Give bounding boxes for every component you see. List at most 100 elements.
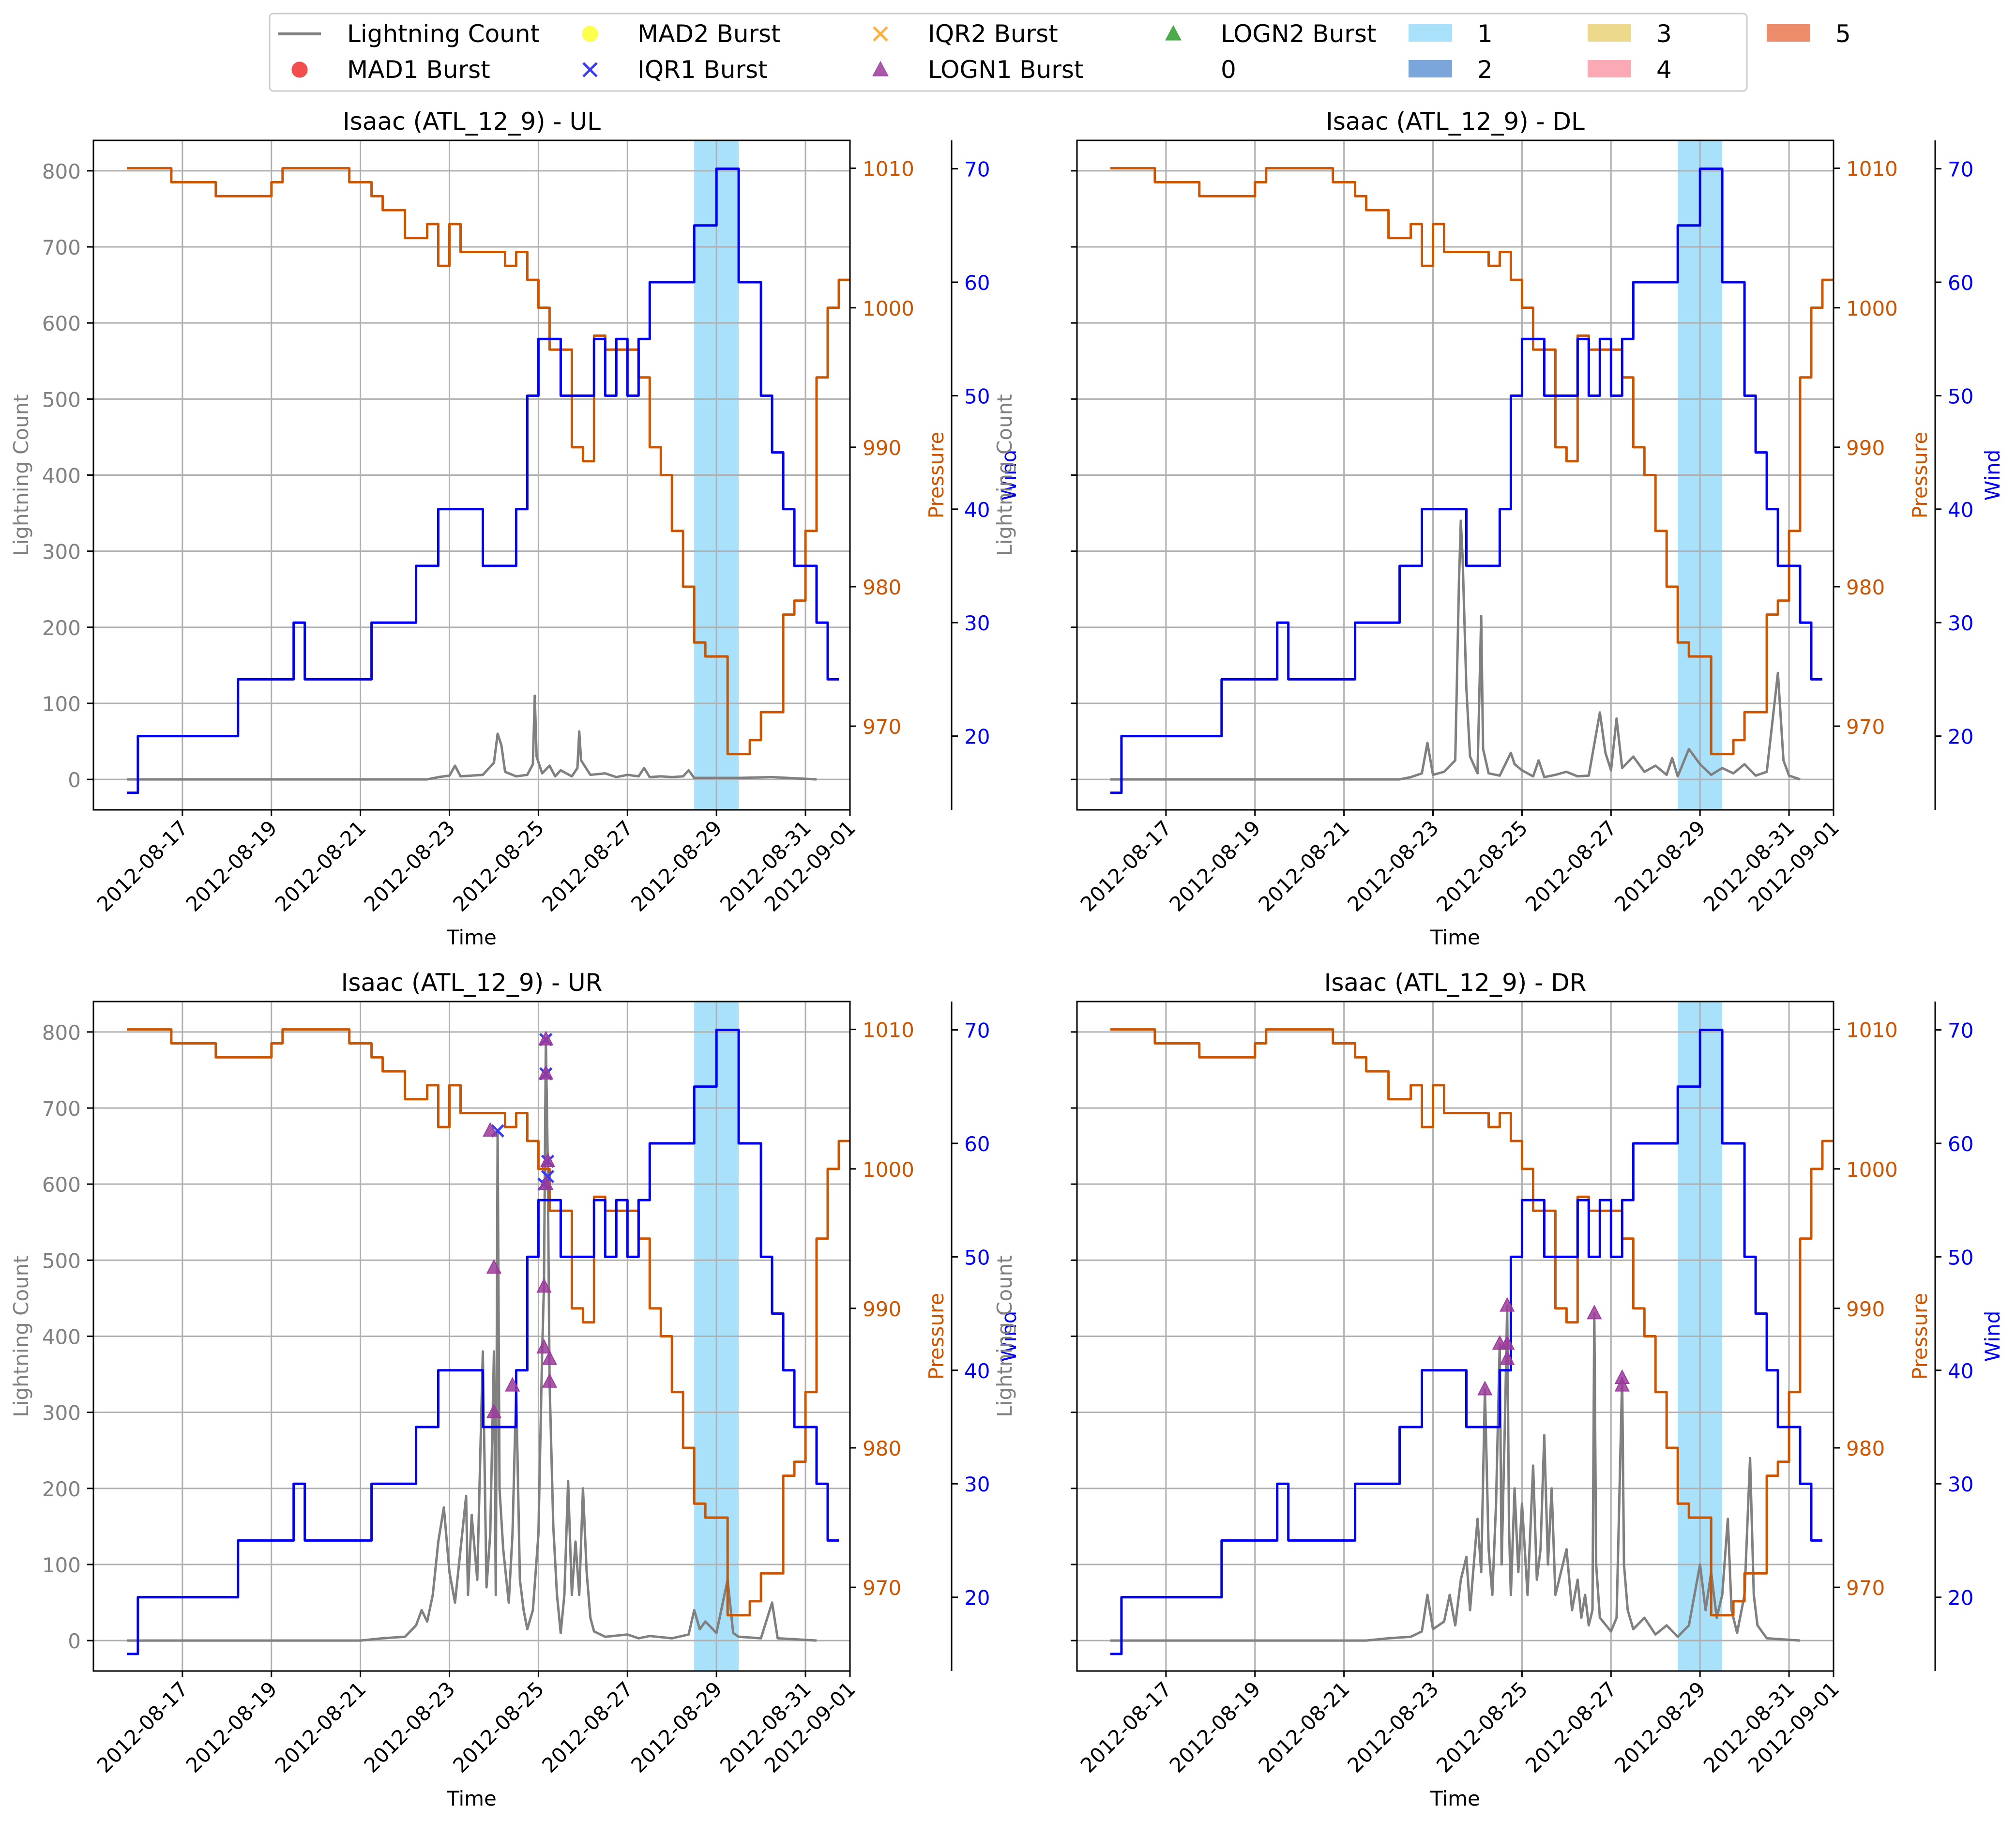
legend-triangle-swatch — [872, 61, 889, 76]
pressure-tick-label: 980 — [1846, 1437, 1885, 1460]
logn1-burst-marker — [1587, 1305, 1602, 1320]
wind-tick-label: 60 — [1948, 1132, 1973, 1156]
pressure-tick-label: 990 — [1846, 436, 1885, 460]
pressure-axis-label: Pressure — [925, 432, 948, 518]
pressure-tick-label: 980 — [863, 576, 901, 599]
pressure-tick-label: 980 — [1846, 576, 1885, 599]
y-tick-label: 400 — [42, 464, 81, 488]
legend-label: 3 — [1656, 20, 1672, 48]
logn1-burst-marker — [1500, 1350, 1515, 1365]
x-axis-label: Time — [446, 1787, 497, 1810]
legend-item-2: 2 — [1409, 56, 1493, 84]
y-tick-label: 600 — [42, 1173, 81, 1197]
legend-label: MAD1 Burst — [347, 56, 490, 84]
pressure-tick-label: 980 — [863, 1437, 901, 1460]
logn1-burst-marker — [540, 1152, 556, 1168]
legend-label: LOGN1 Burst — [928, 56, 1083, 84]
pressure-tick-label: 970 — [863, 1576, 901, 1600]
legend-item-iqr2-burst: IQR2 Burst — [873, 20, 1058, 48]
pressure-tick-label: 970 — [863, 715, 901, 739]
legend-label: 0 — [1221, 56, 1236, 84]
pressure-tick-label: 1010 — [863, 1018, 914, 1042]
y-tick-label: 200 — [42, 1477, 81, 1501]
panel-title: Isaac (ATL_12_9) - DL — [1326, 107, 1585, 136]
plot-area — [1110, 167, 1834, 794]
legend-item-lightning-count: Lightning Count — [278, 20, 540, 48]
logn1-burst-marker — [542, 1350, 558, 1365]
pressure-tick-label: 1000 — [1846, 297, 1898, 320]
legend-label: IQR2 Burst — [928, 20, 1058, 48]
wind-tick-label: 30 — [1948, 611, 1973, 635]
x-axis-label: Time — [446, 926, 497, 949]
wind-tick-label: 60 — [964, 271, 990, 295]
legend-item-logn1-burst: LOGN1 Burst — [872, 56, 1083, 84]
wind-tick-label: 70 — [1948, 1019, 1973, 1043]
y-tick-label: 200 — [42, 616, 81, 640]
pressure-tick-label: 1000 — [1846, 1158, 1898, 1182]
wind-line — [127, 1029, 839, 1656]
panel-title: Isaac (ATL_12_9) - DR — [1324, 969, 1587, 997]
wind-tick-label: 50 — [1948, 1246, 1973, 1269]
wind-tick-label: 50 — [964, 384, 990, 408]
pressure-tick-label: 1000 — [863, 1158, 914, 1182]
grid — [93, 1002, 851, 1671]
legend-label: IQR1 Burst — [637, 56, 768, 84]
y-tick-label: 0 — [68, 768, 81, 792]
y-tick-label: 300 — [42, 1401, 81, 1425]
wind-tick-label: 50 — [1948, 384, 1973, 408]
wind-tick-label: 60 — [964, 1132, 990, 1156]
y-tick-label: 100 — [42, 1553, 81, 1577]
logn1-burst-marker — [542, 1373, 558, 1388]
y-tick-label: 400 — [42, 1325, 81, 1349]
pressure-tick-label: 990 — [863, 1297, 901, 1321]
x-axis-label: Time — [1430, 926, 1480, 949]
pressure-tick-label: 990 — [1846, 1297, 1885, 1321]
logn1-burst-marker — [486, 1403, 502, 1418]
plot-area — [127, 167, 850, 794]
wind-tick-label: 70 — [1948, 158, 1973, 182]
legend-item-5: 5 — [1767, 20, 1851, 48]
wind-tick-label: 30 — [964, 1473, 990, 1496]
y-axis-label: Lightning Count — [9, 1255, 33, 1417]
pressure-tick-label: 1010 — [1846, 157, 1898, 181]
logn1-burst-marker — [483, 1122, 498, 1137]
y-tick-label: 700 — [42, 1097, 81, 1121]
wind-line — [1110, 167, 1822, 794]
pressure-tick-label: 1010 — [1846, 1018, 1898, 1042]
logn1-burst-marker — [538, 1175, 554, 1190]
legend-label: 4 — [1656, 56, 1672, 84]
wind-tick-label: 40 — [1948, 498, 1973, 522]
y-tick-label: 300 — [42, 540, 81, 564]
wind-tick-label: 70 — [964, 158, 990, 182]
legend-patch-swatch — [1588, 24, 1631, 42]
y-tick-label: 600 — [42, 312, 81, 335]
plot-area — [1110, 1028, 1834, 1656]
legend-circle-swatch — [582, 26, 598, 42]
wind-axis-label: Wind — [997, 450, 1021, 501]
wind-axis-label: Wind — [997, 1311, 1021, 1362]
wind-tick-label: 30 — [1948, 1473, 1973, 1496]
wind-tick-label: 40 — [1948, 1359, 1973, 1383]
grid — [1077, 1002, 1834, 1671]
legend-patch-swatch — [1588, 60, 1631, 77]
legend-item-3: 3 — [1588, 20, 1672, 48]
logn1-burst-marker — [538, 1031, 554, 1046]
wind-tick-label: 30 — [964, 611, 990, 635]
logn1-burst-marker — [538, 1065, 554, 1080]
wind-tick-label: 40 — [964, 498, 990, 522]
pressure-line — [127, 167, 850, 756]
legend-patch-swatch — [1409, 24, 1452, 42]
wind-axis-label: Wind — [1981, 450, 2004, 501]
legend-label: MAD2 Burst — [637, 20, 781, 48]
y-tick-label: 800 — [42, 1021, 81, 1045]
legend-patch-swatch — [1409, 60, 1452, 77]
logn1-burst-marker — [1500, 1335, 1515, 1350]
pressure-axis-label: Pressure — [1908, 432, 1932, 518]
y-axis-label: Lightning Count — [993, 1255, 1016, 1417]
y-tick-label: 100 — [42, 692, 81, 716]
lightning-count-line — [1110, 1305, 1801, 1642]
pressure-tick-label: 970 — [1846, 715, 1885, 739]
y-axis-label: Lightning Count — [9, 394, 33, 556]
legend-x-swatch — [582, 62, 598, 77]
panel-title: Isaac (ATL_12_9) - UL — [343, 107, 601, 136]
